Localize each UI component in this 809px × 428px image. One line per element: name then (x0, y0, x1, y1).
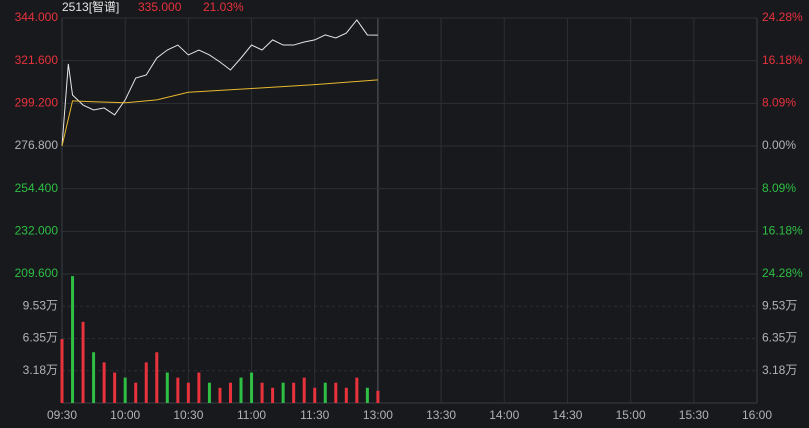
y2-tick-label: 16.18% (762, 53, 803, 67)
volume-bar (271, 387, 275, 403)
volume-bar (144, 362, 148, 403)
volume-bar (323, 382, 327, 403)
x-tick-label: 10:00 (110, 408, 140, 422)
x-tick-label: 14:30 (552, 408, 582, 422)
x-tick-label: 11:30 (300, 408, 329, 422)
volume-bar (113, 372, 117, 403)
y-tick-label: 299.200 (15, 96, 59, 110)
x-tick-label: 13:30 (426, 408, 456, 422)
stock-name: 2513[智谱] (62, 0, 119, 14)
y-tick-label: 344.000 (15, 10, 59, 24)
x-tick-label: 10:30 (173, 408, 203, 422)
volume-bar (302, 377, 306, 403)
x-tick-label: 16:00 (742, 408, 772, 422)
volume-bar (239, 377, 243, 403)
volume-bar (81, 321, 85, 403)
volume-bar (250, 372, 254, 403)
volume-bar (186, 382, 190, 403)
volume-bar (218, 387, 222, 403)
y2-tick-label: 24.28% (762, 266, 803, 280)
volume-bar (376, 390, 380, 403)
y2-tick-label: 8.09% (762, 181, 796, 195)
y2-tick-label: 24.28% (762, 10, 803, 24)
volume-bar (60, 339, 64, 403)
y2-tick-label: 0.00% (762, 138, 796, 152)
volume-bar (71, 276, 75, 403)
volume-bar (355, 377, 359, 403)
y-tick-label: 232.000 (15, 224, 59, 238)
volume-tick-label-right: 9.53万 (762, 298, 797, 312)
x-tick-label: 15:30 (679, 408, 709, 422)
volume-bar (197, 372, 201, 403)
x-tick-label: 11:00 (237, 408, 266, 422)
x-tick-label: 09:30 (47, 408, 77, 422)
volume-bar (292, 382, 296, 403)
x-tick-label: 15:00 (616, 408, 646, 422)
volume-bar (344, 387, 348, 403)
y2-tick-label: 8.09% (762, 96, 796, 110)
volume-bar (155, 352, 159, 403)
x-tick-label: 14:00 (489, 408, 519, 422)
volume-bar (260, 382, 264, 403)
volume-bar (176, 377, 180, 403)
x-tick-label: 13:00 (363, 408, 393, 422)
volume-bar (313, 387, 317, 403)
volume-bar (165, 372, 169, 403)
volume-bar (281, 382, 285, 403)
volume-bar (102, 362, 106, 403)
y2-tick-label: 16.18% (762, 223, 803, 237)
volume-tick-label-right: 6.35万 (762, 331, 797, 345)
last-price: 335.000 (138, 0, 182, 14)
volume-bar (365, 387, 369, 403)
volume-tick-label: 6.35万 (23, 331, 58, 345)
y-tick-label: 254.400 (15, 181, 59, 195)
volume-bar (92, 352, 96, 403)
y-tick-label: 321.600 (15, 53, 59, 67)
volume-tick-label: 9.53万 (23, 298, 58, 312)
volume-tick-label-right: 3.18万 (762, 363, 797, 377)
volume-tick-label: 3.18万 (23, 363, 58, 377)
change-pct: 21.03% (203, 0, 244, 14)
volume-bar (207, 382, 211, 403)
price-line (61, 79, 378, 147)
price-line (61, 19, 378, 147)
volume-bar (134, 382, 138, 403)
y-tick-label: 276.800 (15, 138, 59, 152)
volume-bar (123, 377, 127, 403)
volume-bar (334, 382, 338, 403)
volume-bar (228, 382, 232, 403)
y-tick-label: 209.600 (15, 266, 59, 280)
